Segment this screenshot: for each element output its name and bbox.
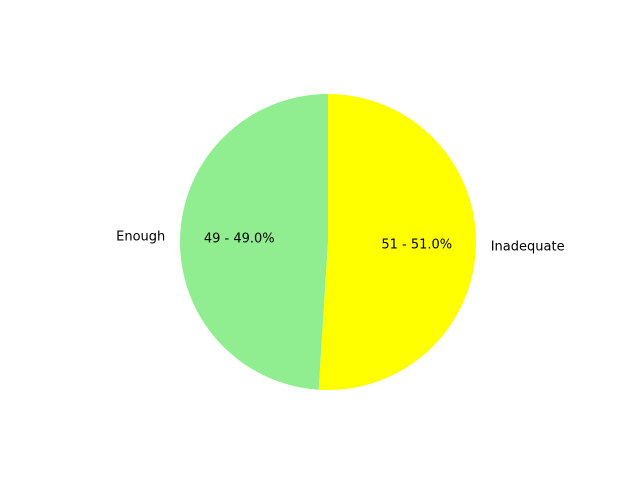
pie-slices [180,94,477,391]
slice-value-label-enough: 49 - 49.0% [204,232,275,247]
pie-slice-inadequate [318,94,477,391]
slice-value-label-inadequate: 51 - 51.0% [381,237,452,252]
pie-slice-enough [180,94,328,390]
slice-label-inadequate: Inadequate [491,240,565,255]
slice-label-enough: Enough [116,229,165,244]
pie-labels: Enough 49 - 49.0% Inadequate 51 - 51.0% [116,229,564,254]
